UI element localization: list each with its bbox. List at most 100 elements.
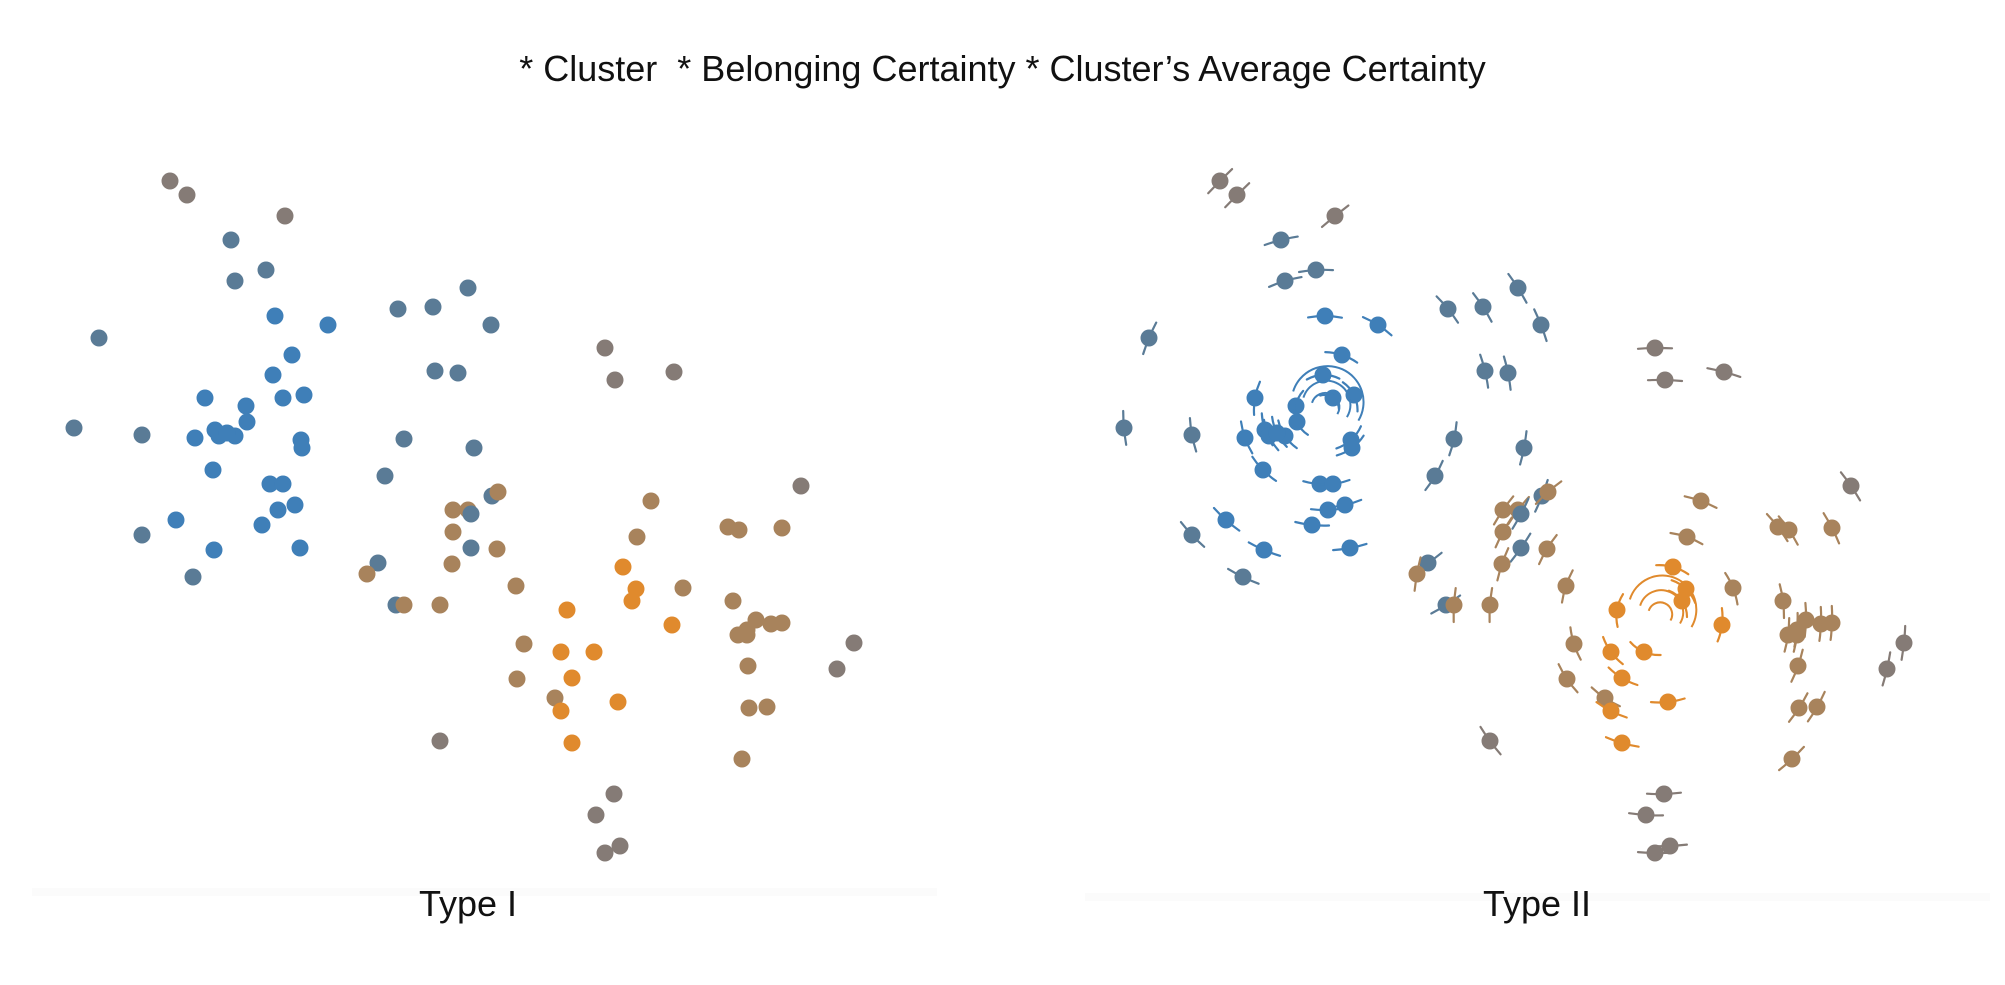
type-2-point	[1288, 413, 1306, 431]
type-2-average-certainty-ring	[1639, 589, 1685, 625]
type-2-point	[1276, 272, 1294, 290]
type-1-point	[204, 461, 222, 479]
type-2-point	[1790, 699, 1808, 717]
type-2-point	[1788, 626, 1806, 644]
type-2-point	[1515, 439, 1533, 457]
type-2-point	[1512, 505, 1530, 523]
type-2-point	[1115, 419, 1133, 437]
type-2-point	[1655, 785, 1673, 803]
type-2-point	[1565, 635, 1583, 653]
type-2-point	[1659, 693, 1677, 711]
type-1-point	[762, 615, 780, 633]
type-2-point	[1713, 616, 1731, 634]
type-2-point	[1789, 657, 1807, 675]
type-2-point	[1341, 539, 1359, 557]
type-2-point	[1481, 596, 1499, 614]
type-1-point	[558, 601, 576, 619]
type-2-point	[1319, 501, 1337, 519]
type-1-point	[665, 363, 683, 381]
type-2-point	[1183, 526, 1201, 544]
type-1-point	[739, 657, 757, 675]
type-1-point	[508, 670, 526, 688]
type-1-point	[376, 467, 394, 485]
type-1-point	[449, 364, 467, 382]
type-1-point	[488, 540, 506, 558]
type-1-point	[295, 386, 313, 404]
type-1-point	[369, 554, 387, 572]
type-1-point	[663, 616, 681, 634]
type-1-point	[563, 734, 581, 752]
type-2-point	[1314, 366, 1332, 384]
type-1-point	[184, 568, 202, 586]
type-1-point	[758, 698, 776, 716]
type-1-point	[642, 492, 660, 510]
type-2-point	[1474, 298, 1492, 316]
type-1-point	[733, 750, 751, 768]
type-2-point	[1842, 477, 1860, 495]
figure-title: * Cluster * Belonging Certainty * Cluste…	[519, 48, 1486, 89]
type-2-point	[1812, 615, 1830, 633]
type-2-point	[1236, 429, 1254, 447]
type-2-point	[1326, 207, 1344, 225]
type-2-point	[1234, 568, 1252, 586]
type-2-point	[1445, 596, 1463, 614]
type-1-point	[186, 429, 204, 447]
type-2-point	[1602, 643, 1620, 661]
type-2-point	[1646, 844, 1664, 862]
type-1-point	[724, 592, 742, 610]
type-1-label: Type I	[418, 883, 518, 924]
type-2-point	[1228, 186, 1246, 204]
type-1-point	[465, 439, 483, 457]
type-2-point	[1211, 172, 1229, 190]
type-1-point	[65, 419, 83, 437]
type-1-point	[286, 496, 304, 514]
type-1-point	[261, 475, 279, 493]
type-1-point	[628, 528, 646, 546]
type-1-point	[205, 541, 223, 559]
type-1-point	[606, 371, 624, 389]
type-1-point	[489, 483, 507, 501]
type-2-point	[1558, 670, 1576, 688]
type-1-point	[740, 699, 758, 717]
type-1-point	[563, 669, 581, 687]
type-1-point	[444, 523, 462, 541]
type-1-point	[293, 439, 311, 457]
type-2-point	[1557, 577, 1575, 595]
type-2-point	[1656, 371, 1674, 389]
type-1-point	[196, 389, 214, 407]
type-2-point	[1613, 734, 1631, 752]
type-1-point	[443, 555, 461, 573]
type-1-point	[459, 279, 477, 297]
type-1-point	[444, 501, 462, 519]
type-2-point	[1878, 660, 1896, 678]
type-2-point	[1254, 461, 1272, 479]
panel-type-1: Type I	[32, 0, 942, 985]
type-1-point	[161, 172, 179, 190]
type-1-point	[264, 366, 282, 384]
type-2-point	[1608, 601, 1626, 619]
type-1-scatter	[65, 172, 863, 862]
type-1-point	[552, 702, 570, 720]
type-2-point	[1499, 364, 1517, 382]
type-2-baseline	[1085, 893, 1990, 901]
type-1-point	[222, 231, 240, 249]
type-1-point	[674, 579, 692, 597]
type-2-point	[1823, 519, 1841, 537]
type-1-point	[389, 300, 407, 318]
type-1-point	[167, 511, 185, 529]
type-2-point	[1183, 426, 1201, 444]
type-2-point	[1678, 528, 1696, 546]
type-2-point	[1493, 555, 1511, 573]
type-1-point	[395, 430, 413, 448]
type-2-point	[1140, 329, 1158, 347]
type-2-point	[1343, 439, 1361, 457]
type-1-point	[605, 785, 623, 803]
type-2-point	[1369, 316, 1387, 334]
type-1-point	[730, 521, 748, 539]
type-1-point	[257, 261, 275, 279]
type-1-point	[358, 565, 376, 583]
type-1-point	[738, 626, 756, 644]
type-2-point	[1646, 339, 1664, 357]
type-2-point	[1426, 467, 1444, 485]
type-1-point	[266, 307, 284, 325]
